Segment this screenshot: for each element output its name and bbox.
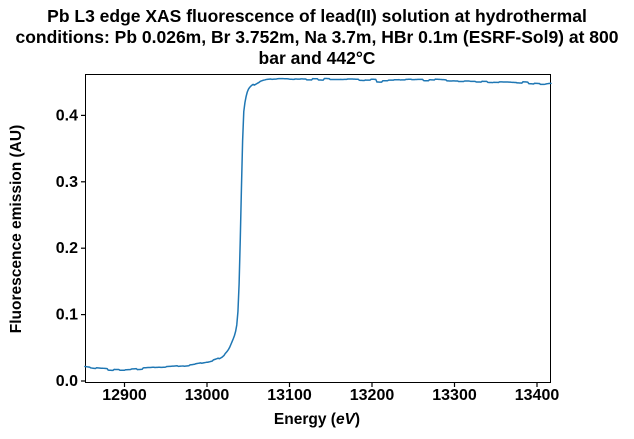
svg-text:0.0: 0.0 bbox=[56, 373, 78, 390]
svg-text:12900: 12900 bbox=[102, 387, 147, 404]
svg-text:13200: 13200 bbox=[350, 387, 395, 404]
svg-text:13300: 13300 bbox=[432, 387, 477, 404]
svg-text:0.1: 0.1 bbox=[56, 307, 78, 324]
svg-text:Fluorescence emission (AU): Fluorescence emission (AU) bbox=[8, 125, 25, 333]
svg-text:0.4: 0.4 bbox=[56, 107, 78, 124]
svg-text:13100: 13100 bbox=[267, 387, 312, 404]
svg-text:13000: 13000 bbox=[185, 387, 230, 404]
svg-text:13400: 13400 bbox=[515, 387, 560, 404]
svg-text:0.2: 0.2 bbox=[56, 240, 78, 257]
svg-text:Energy (eV): Energy (eV) bbox=[274, 411, 360, 428]
svg-text:0.3: 0.3 bbox=[56, 174, 78, 191]
